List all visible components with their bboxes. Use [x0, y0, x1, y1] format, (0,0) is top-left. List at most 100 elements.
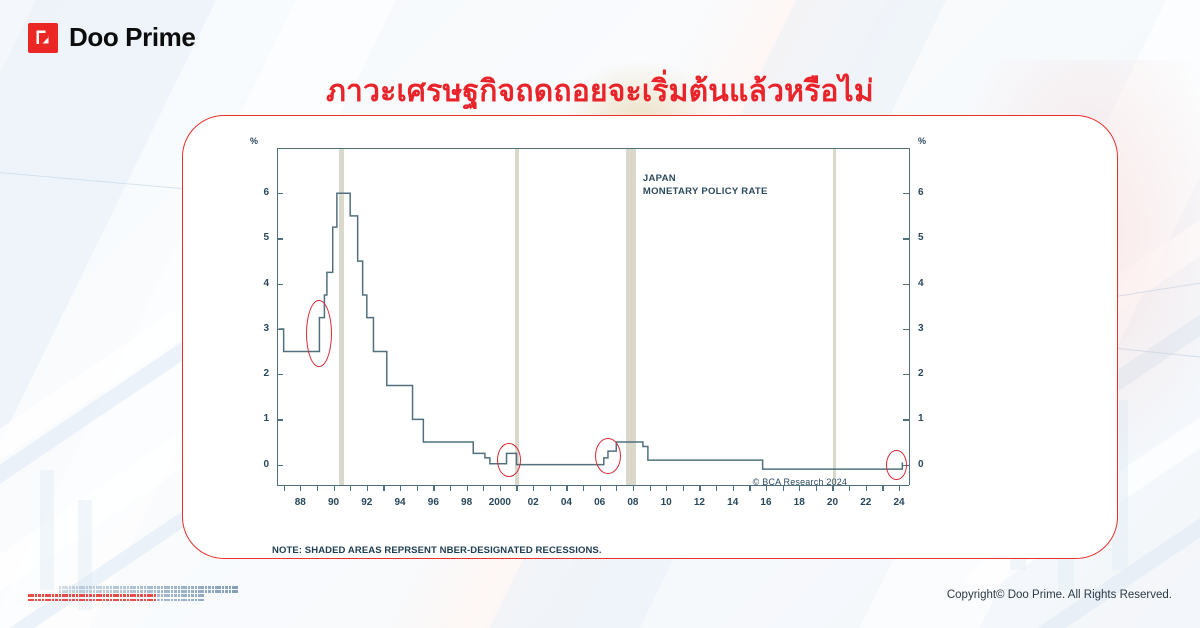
dot: [140, 594, 143, 597]
dot: [191, 586, 194, 589]
dot: [167, 586, 170, 589]
dot: [187, 586, 191, 589]
dot: [164, 590, 167, 593]
dot: [170, 590, 174, 593]
x-tick: [815, 485, 818, 491]
dot: [130, 598, 133, 602]
footer-copyright: Copyright© Doo Prime. All Rights Reserve…: [946, 589, 1172, 601]
dot: [85, 590, 89, 593]
dot: [198, 590, 201, 593]
dot: [82, 590, 85, 593]
x-tick: [300, 485, 302, 491]
dot: [225, 586, 228, 589]
dot: [126, 598, 130, 602]
dot: [45, 594, 48, 597]
dot: [65, 594, 68, 597]
dot: [164, 598, 167, 602]
dot: [106, 598, 109, 602]
dot: [157, 586, 160, 589]
x-tick: [882, 485, 884, 491]
y-axis-label: 2: [918, 368, 924, 380]
dot: [143, 598, 147, 602]
x-tick: [749, 485, 751, 491]
dot: [140, 586, 143, 589]
y-axis-label: 4: [263, 277, 269, 289]
x-tick: [549, 485, 551, 491]
dot: [218, 590, 221, 593]
dot: [150, 586, 153, 589]
brand-logo[interactable]: Doo Prime: [28, 22, 196, 53]
dot: [136, 586, 140, 589]
dot: [170, 598, 174, 602]
dot: [181, 590, 184, 593]
dot: [28, 598, 31, 602]
dot: [109, 590, 113, 593]
dot: [191, 594, 194, 597]
dot: [130, 594, 133, 597]
dot: [184, 594, 187, 597]
dot: [228, 590, 232, 593]
dot: [177, 598, 181, 602]
dot: [62, 594, 65, 597]
dot: [211, 586, 215, 589]
y-axis-label: 6: [918, 187, 924, 199]
x-tick: [832, 485, 834, 491]
dot: [194, 594, 198, 597]
dot: [164, 586, 167, 589]
dot: [92, 586, 96, 589]
dot: [215, 590, 218, 593]
dot: [160, 586, 164, 589]
dot: [82, 598, 85, 602]
y-tick-left: [277, 419, 283, 421]
x-axis-label: 96: [427, 497, 439, 508]
dot: [38, 598, 41, 602]
dot: [160, 598, 164, 602]
dot: [184, 586, 187, 589]
x-tick: [649, 485, 651, 491]
dot: [58, 590, 62, 593]
series-line: [278, 192, 904, 470]
x-tick: [682, 485, 684, 491]
x-tick: [350, 485, 352, 491]
y-tick-left: [277, 238, 283, 240]
dot: [150, 598, 153, 602]
dot: [48, 594, 51, 597]
dot: [201, 594, 204, 597]
dot: [201, 586, 204, 589]
dot: [75, 598, 79, 602]
dot: [198, 598, 201, 602]
dot: [208, 590, 211, 593]
dot: [194, 590, 198, 593]
x-axis-label: 04: [560, 497, 572, 508]
x-axis-label: 24: [893, 497, 905, 508]
dot: [235, 590, 238, 593]
dot: [89, 598, 92, 602]
x-tick: [516, 485, 518, 491]
dot: [198, 586, 201, 589]
x-axis-label: 92: [361, 497, 373, 508]
y-tick-right: [903, 419, 909, 421]
x-tick: [849, 485, 851, 491]
dot: [72, 598, 75, 602]
dot: [133, 590, 136, 593]
dot: [65, 598, 68, 602]
x-axis-label: 90: [327, 497, 340, 508]
highlight-ellipse: [594, 437, 621, 474]
y-axis-label: 3: [918, 322, 924, 334]
chart-plot-area: 0 0 1 1 2 2 3 3 4 4 5 5 6 6%% 88 90 92 94 96 98 2000 02 04 06 08…: [183, 116, 1117, 558]
dot: [96, 590, 99, 593]
dot: [99, 598, 102, 602]
highlight-ellipse: [305, 299, 332, 368]
y-axis-label: 2: [263, 368, 269, 380]
dot: [85, 594, 89, 597]
dot: [96, 594, 99, 597]
x-tick: [383, 485, 385, 491]
y-axis-label: 5: [918, 232, 924, 244]
dot: [116, 590, 119, 593]
y-axis-label: 0: [918, 458, 924, 470]
dot: [191, 590, 194, 593]
x-tick: [666, 485, 668, 491]
dot: [153, 586, 157, 589]
dot: [75, 590, 79, 593]
axis-bottom: [277, 485, 909, 487]
